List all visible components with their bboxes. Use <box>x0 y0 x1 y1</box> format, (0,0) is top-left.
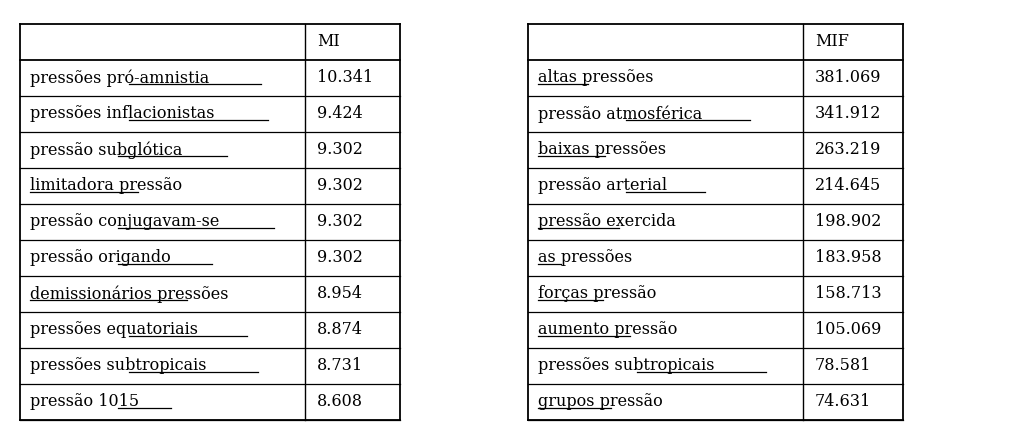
Text: 9.302: 9.302 <box>317 178 363 194</box>
Text: 74.631: 74.631 <box>815 394 872 411</box>
Text: altas pressões: altas pressões <box>538 69 653 86</box>
Text: pressão conjugavam-se: pressão conjugavam-se <box>30 214 219 230</box>
Text: pressão origando: pressão origando <box>30 250 171 266</box>
Text: 183.958: 183.958 <box>815 250 882 266</box>
Text: 8.608: 8.608 <box>317 394 363 411</box>
Text: grupos pressão: grupos pressão <box>538 394 662 411</box>
Text: pressão 1015: pressão 1015 <box>30 394 139 411</box>
Text: aumento pressão: aumento pressão <box>538 322 678 339</box>
Text: forças pressão: forças pressão <box>538 286 656 302</box>
Text: pressões inflacionistas: pressões inflacionistas <box>30 105 214 122</box>
Text: 10.341: 10.341 <box>317 69 373 86</box>
Text: pressões subtropicais: pressões subtropicais <box>30 358 206 375</box>
Text: 9.302: 9.302 <box>317 214 363 230</box>
Text: pressões subtropicais: pressões subtropicais <box>538 358 714 375</box>
Text: 8.954: 8.954 <box>317 286 363 302</box>
Text: limitadora pressão: limitadora pressão <box>30 178 182 194</box>
Text: pressão atmosférica: pressão atmosférica <box>538 105 702 123</box>
Text: 158.713: 158.713 <box>815 286 882 302</box>
Text: pressão arterial: pressão arterial <box>538 178 668 194</box>
Text: pressão exercida: pressão exercida <box>538 214 676 230</box>
Text: 78.581: 78.581 <box>815 358 872 375</box>
Text: as pressões: as pressões <box>538 250 632 266</box>
Text: MIF: MIF <box>815 33 849 50</box>
Text: demissionários pressões: demissionários pressões <box>30 285 229 303</box>
Text: 9.302: 9.302 <box>317 250 363 266</box>
Text: 8.731: 8.731 <box>317 358 363 375</box>
Text: 341.912: 341.912 <box>815 105 881 122</box>
Text: pressões equatoriais: pressões equatoriais <box>30 322 198 339</box>
Text: 214.645: 214.645 <box>815 178 881 194</box>
Text: 263.219: 263.219 <box>815 141 881 158</box>
Text: 8.874: 8.874 <box>317 322 363 339</box>
Text: baixas pressões: baixas pressões <box>538 141 666 158</box>
Text: 105.069: 105.069 <box>815 322 881 339</box>
Text: MI: MI <box>317 33 339 50</box>
Text: 9.424: 9.424 <box>317 105 363 122</box>
Text: pressão subglótica: pressão subglótica <box>30 141 183 159</box>
Text: 9.302: 9.302 <box>317 141 363 158</box>
Text: 381.069: 381.069 <box>815 69 882 86</box>
Text: pressões pró-amnistia: pressões pró-amnistia <box>30 69 209 87</box>
Text: 198.902: 198.902 <box>815 214 881 230</box>
